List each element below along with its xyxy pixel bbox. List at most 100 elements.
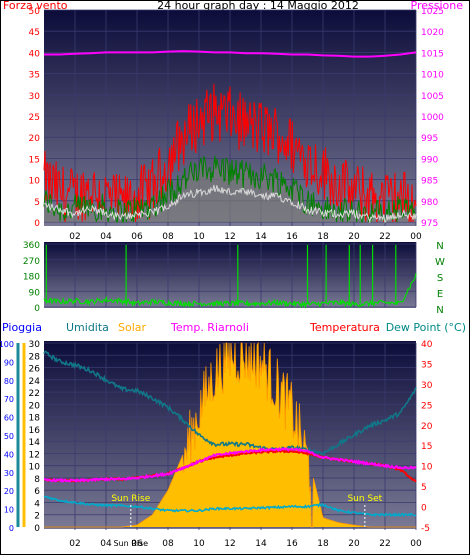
solar-y-tick: 14 <box>29 438 41 448</box>
temp-x-tick: 14 <box>255 539 267 549</box>
rain-y-tick: 60 <box>4 414 14 423</box>
temp-x-tick: 20 <box>348 539 360 549</box>
rain-y-tick: 10 <box>4 506 14 515</box>
temp-y-right-tick: 30 <box>421 381 433 391</box>
direction-y-tick: 0 <box>34 304 40 314</box>
temp-y-right-tick: 40 <box>421 340 433 350</box>
temp-y-right-tick: 35 <box>421 360 432 370</box>
legend-umidita: Umidita <box>66 321 109 334</box>
wind-y-right-tick: 980 <box>421 198 438 208</box>
wind-y-left-tick: 5 <box>34 198 40 208</box>
temp-x-tick: 12 <box>224 539 235 549</box>
rain-y-tick: 20 <box>4 487 14 496</box>
temp-x-tick: 10 <box>193 539 205 549</box>
temp-y-right-tick: 10 <box>421 463 433 473</box>
wind-x-tick: 22 <box>379 232 390 242</box>
wind-x-tick: 08 <box>162 232 174 242</box>
temp-y-right-tick: -5 <box>421 524 430 534</box>
rain-y-tick: 40 <box>4 450 14 459</box>
wind-x-tick: 02 <box>69 232 80 242</box>
wind-y-right-tick: 1025 <box>421 7 444 17</box>
solar-y-tick: 26 <box>29 365 41 375</box>
temp-x-tick: 18 <box>317 539 329 549</box>
wind-x-tick: 18 <box>317 232 329 242</box>
wind-y-left-tick: 25 <box>29 113 40 123</box>
solar-y-tick: 4 <box>34 499 40 509</box>
wind-y-left-tick: 45 <box>29 28 40 38</box>
wind-y-left-tick: 20 <box>29 134 41 144</box>
temp-y-right-tick: 25 <box>421 401 432 411</box>
direction-y-tick: 360 <box>23 241 40 251</box>
temperature-plot: 0102030405060708090100024681012141618202… <box>0 340 433 549</box>
legend-temp-riarnoli: Temp. Riarnoli <box>170 321 249 334</box>
sunrise-x-tick: Sun Rise <box>113 539 148 548</box>
rain-y-tick: 50 <box>4 432 14 441</box>
direction-label: N <box>436 241 443 252</box>
humidity-series <box>43 350 417 456</box>
wind-y-right-tick: 1000 <box>421 113 444 123</box>
wind-y-right-tick: 1015 <box>421 49 444 59</box>
wind-min-series <box>43 184 417 224</box>
wind-x-tick: 06 <box>131 232 143 242</box>
wind-y-right-tick: 985 <box>421 177 438 187</box>
temp-x-tick: 06 <box>131 539 143 549</box>
temp-riarnoli-series <box>43 446 417 484</box>
wind-x-tick: 14 <box>255 232 267 242</box>
solar-y-tick: 6 <box>34 487 40 497</box>
solar-series <box>44 341 416 528</box>
direction-y-tick: 90 <box>29 288 41 298</box>
pressure-series <box>44 50 417 58</box>
direction-series <box>43 244 417 309</box>
solar-y-tick: 8 <box>34 475 40 485</box>
solar-y-tick: 12 <box>29 450 40 460</box>
wind-y-right-tick: 975 <box>421 219 438 229</box>
wind-y-left-tick: 30 <box>29 92 41 102</box>
solar-y-tick: 10 <box>29 463 41 473</box>
solar-y-tick: 20 <box>29 401 41 411</box>
wind-gust-series <box>43 83 417 223</box>
legend-dew-point: Dew Point (°C) <box>386 321 466 334</box>
legend-solar: Solar <box>118 321 147 334</box>
wind-y-right-tick: 1020 <box>421 28 444 38</box>
legend-pioggia: Pioggia <box>2 321 42 334</box>
temp-x-tick: 02 <box>69 539 80 549</box>
solar-y-tick: 22 <box>29 389 40 399</box>
chart-title: 24 hour graph day : 14 Maggio 2012 <box>157 0 359 12</box>
solar-y-tick: 16 <box>29 426 41 436</box>
wind-x-tick: 16 <box>286 232 298 242</box>
solar-y-tick: 2 <box>34 512 40 522</box>
wind-x-tick: 10 <box>193 232 205 242</box>
legend-temperatura: Temperatura <box>309 321 380 334</box>
solar-y-tick: 18 <box>29 414 41 424</box>
wind-y-left-tick: 10 <box>29 177 41 187</box>
rain-y-tick: 90 <box>4 358 14 367</box>
wind-x-tick: 12 <box>224 232 235 242</box>
wind-y-left-tick: 35 <box>29 71 40 81</box>
rain-y-tick: 0 <box>9 524 14 533</box>
temp-y-right-tick: 20 <box>421 422 433 432</box>
direction-label: W <box>435 257 445 268</box>
wind-x-tick: 04 <box>100 232 112 242</box>
temp-x-tick: 22 <box>379 539 390 549</box>
solar-y-tick: 24 <box>29 377 41 387</box>
solar-area <box>44 343 416 527</box>
sunset-label: Sun Set <box>347 494 382 504</box>
wind-y-left-tick: 15 <box>29 155 40 165</box>
rain-y-tick: 80 <box>4 377 14 386</box>
rain-y-tick: 70 <box>4 395 14 404</box>
wind-y-left-tick: 40 <box>29 49 41 59</box>
temp-x-tick: 16 <box>286 539 298 549</box>
direction-label: E <box>437 289 443 300</box>
solar-y-tick: 30 <box>29 340 41 350</box>
wind-y-right-tick: 1005 <box>421 92 444 102</box>
temp-y-right-tick: 0 <box>421 504 427 514</box>
rain-y-tick: 100 <box>0 340 14 349</box>
direction-label: N <box>436 305 443 316</box>
temp-x-tick: 00 <box>410 539 422 549</box>
wind-y-right-tick: 1010 <box>421 71 444 81</box>
wind-right-label: Pressione <box>411 0 464 12</box>
sunrise-label: Sun Rise <box>111 494 150 504</box>
direction-y-tick: 180 <box>23 273 40 283</box>
wind-x-tick: 00 <box>410 232 422 242</box>
